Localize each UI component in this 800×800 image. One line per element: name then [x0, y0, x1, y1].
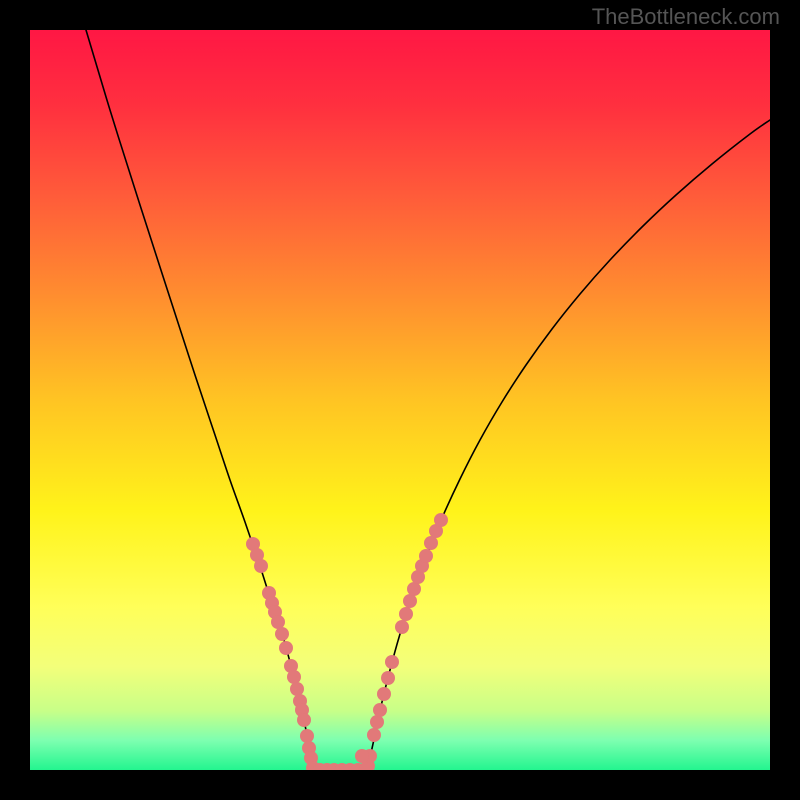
marker-point [297, 713, 311, 727]
plot-svg [30, 30, 770, 770]
marker-point [355, 749, 369, 763]
marker-point [395, 620, 409, 634]
marker-point [370, 715, 384, 729]
marker-point [385, 655, 399, 669]
marker-point [381, 671, 395, 685]
marker-point [434, 513, 448, 527]
marker-point [287, 670, 301, 684]
marker-point [373, 703, 387, 717]
chart-frame: TheBottleneck.com [0, 0, 800, 800]
marker-point [424, 536, 438, 550]
marker-point [254, 559, 268, 573]
marker-point [275, 627, 289, 641]
marker-point [300, 729, 314, 743]
marker-point [399, 607, 413, 621]
gradient-bg [30, 30, 770, 770]
marker-point [377, 687, 391, 701]
marker-point [367, 728, 381, 742]
plot-area [30, 30, 770, 770]
marker-point [403, 594, 417, 608]
marker-point [419, 549, 433, 563]
marker-point [279, 641, 293, 655]
watermark-text: TheBottleneck.com [592, 4, 780, 30]
marker-point [271, 615, 285, 629]
marker-point [290, 682, 304, 696]
marker-point [407, 582, 421, 596]
